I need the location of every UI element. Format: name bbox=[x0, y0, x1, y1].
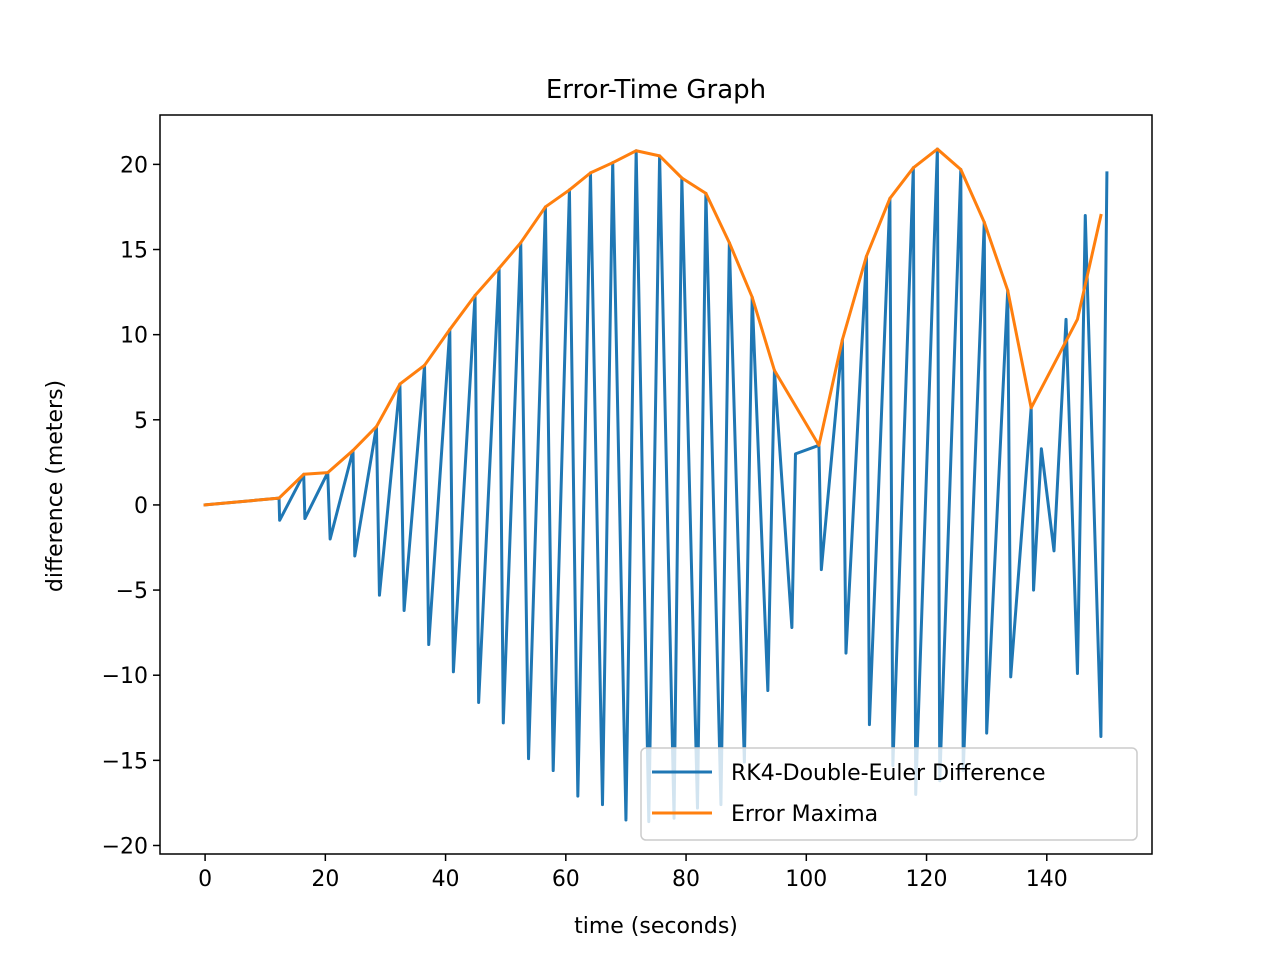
y-tick-label: −15 bbox=[102, 749, 148, 774]
x-tick-label: 140 bbox=[1026, 867, 1068, 892]
y-tick-label: 10 bbox=[120, 324, 148, 349]
y-tick-label: 5 bbox=[134, 409, 148, 434]
x-tick-label: 100 bbox=[785, 867, 827, 892]
y-tick-label: 15 bbox=[120, 239, 148, 264]
plot-area-frame bbox=[159, 114, 1153, 855]
x-tick-label: 60 bbox=[552, 867, 580, 892]
x-tick-label: 40 bbox=[432, 867, 460, 892]
y-tick-label: 0 bbox=[134, 494, 148, 519]
series-line-error-maxima bbox=[203, 147, 1103, 507]
legend-box bbox=[640, 747, 1138, 841]
axes-ticks: 0 20 40 60 80 100 120 140 −20 −15 −10 −5 0 5 10 15 20 bbox=[102, 153, 1068, 892]
x-tick-label: 20 bbox=[311, 867, 339, 892]
y-tick-label: −5 bbox=[116, 579, 148, 604]
x-tick-label: 120 bbox=[906, 867, 948, 892]
x-axis-label: time (seconds) bbox=[574, 914, 738, 939]
legend-label-rk4-difference: RK4-Double-Euler Difference bbox=[731, 761, 1046, 786]
x-tick-label: 0 bbox=[198, 867, 212, 892]
y-tick-label: −10 bbox=[102, 664, 148, 689]
y-tick-label: 20 bbox=[120, 153, 148, 178]
y-axis-label: difference (meters) bbox=[43, 380, 68, 592]
x-tick-label: 80 bbox=[672, 867, 700, 892]
chart-title: Error-Time Graph bbox=[546, 75, 766, 105]
y-tick-label: −20 bbox=[102, 834, 148, 859]
legend: RK4-Double-Euler Difference Error Maxima bbox=[640, 747, 1138, 841]
legend-label-error-maxima: Error Maxima bbox=[731, 802, 878, 827]
